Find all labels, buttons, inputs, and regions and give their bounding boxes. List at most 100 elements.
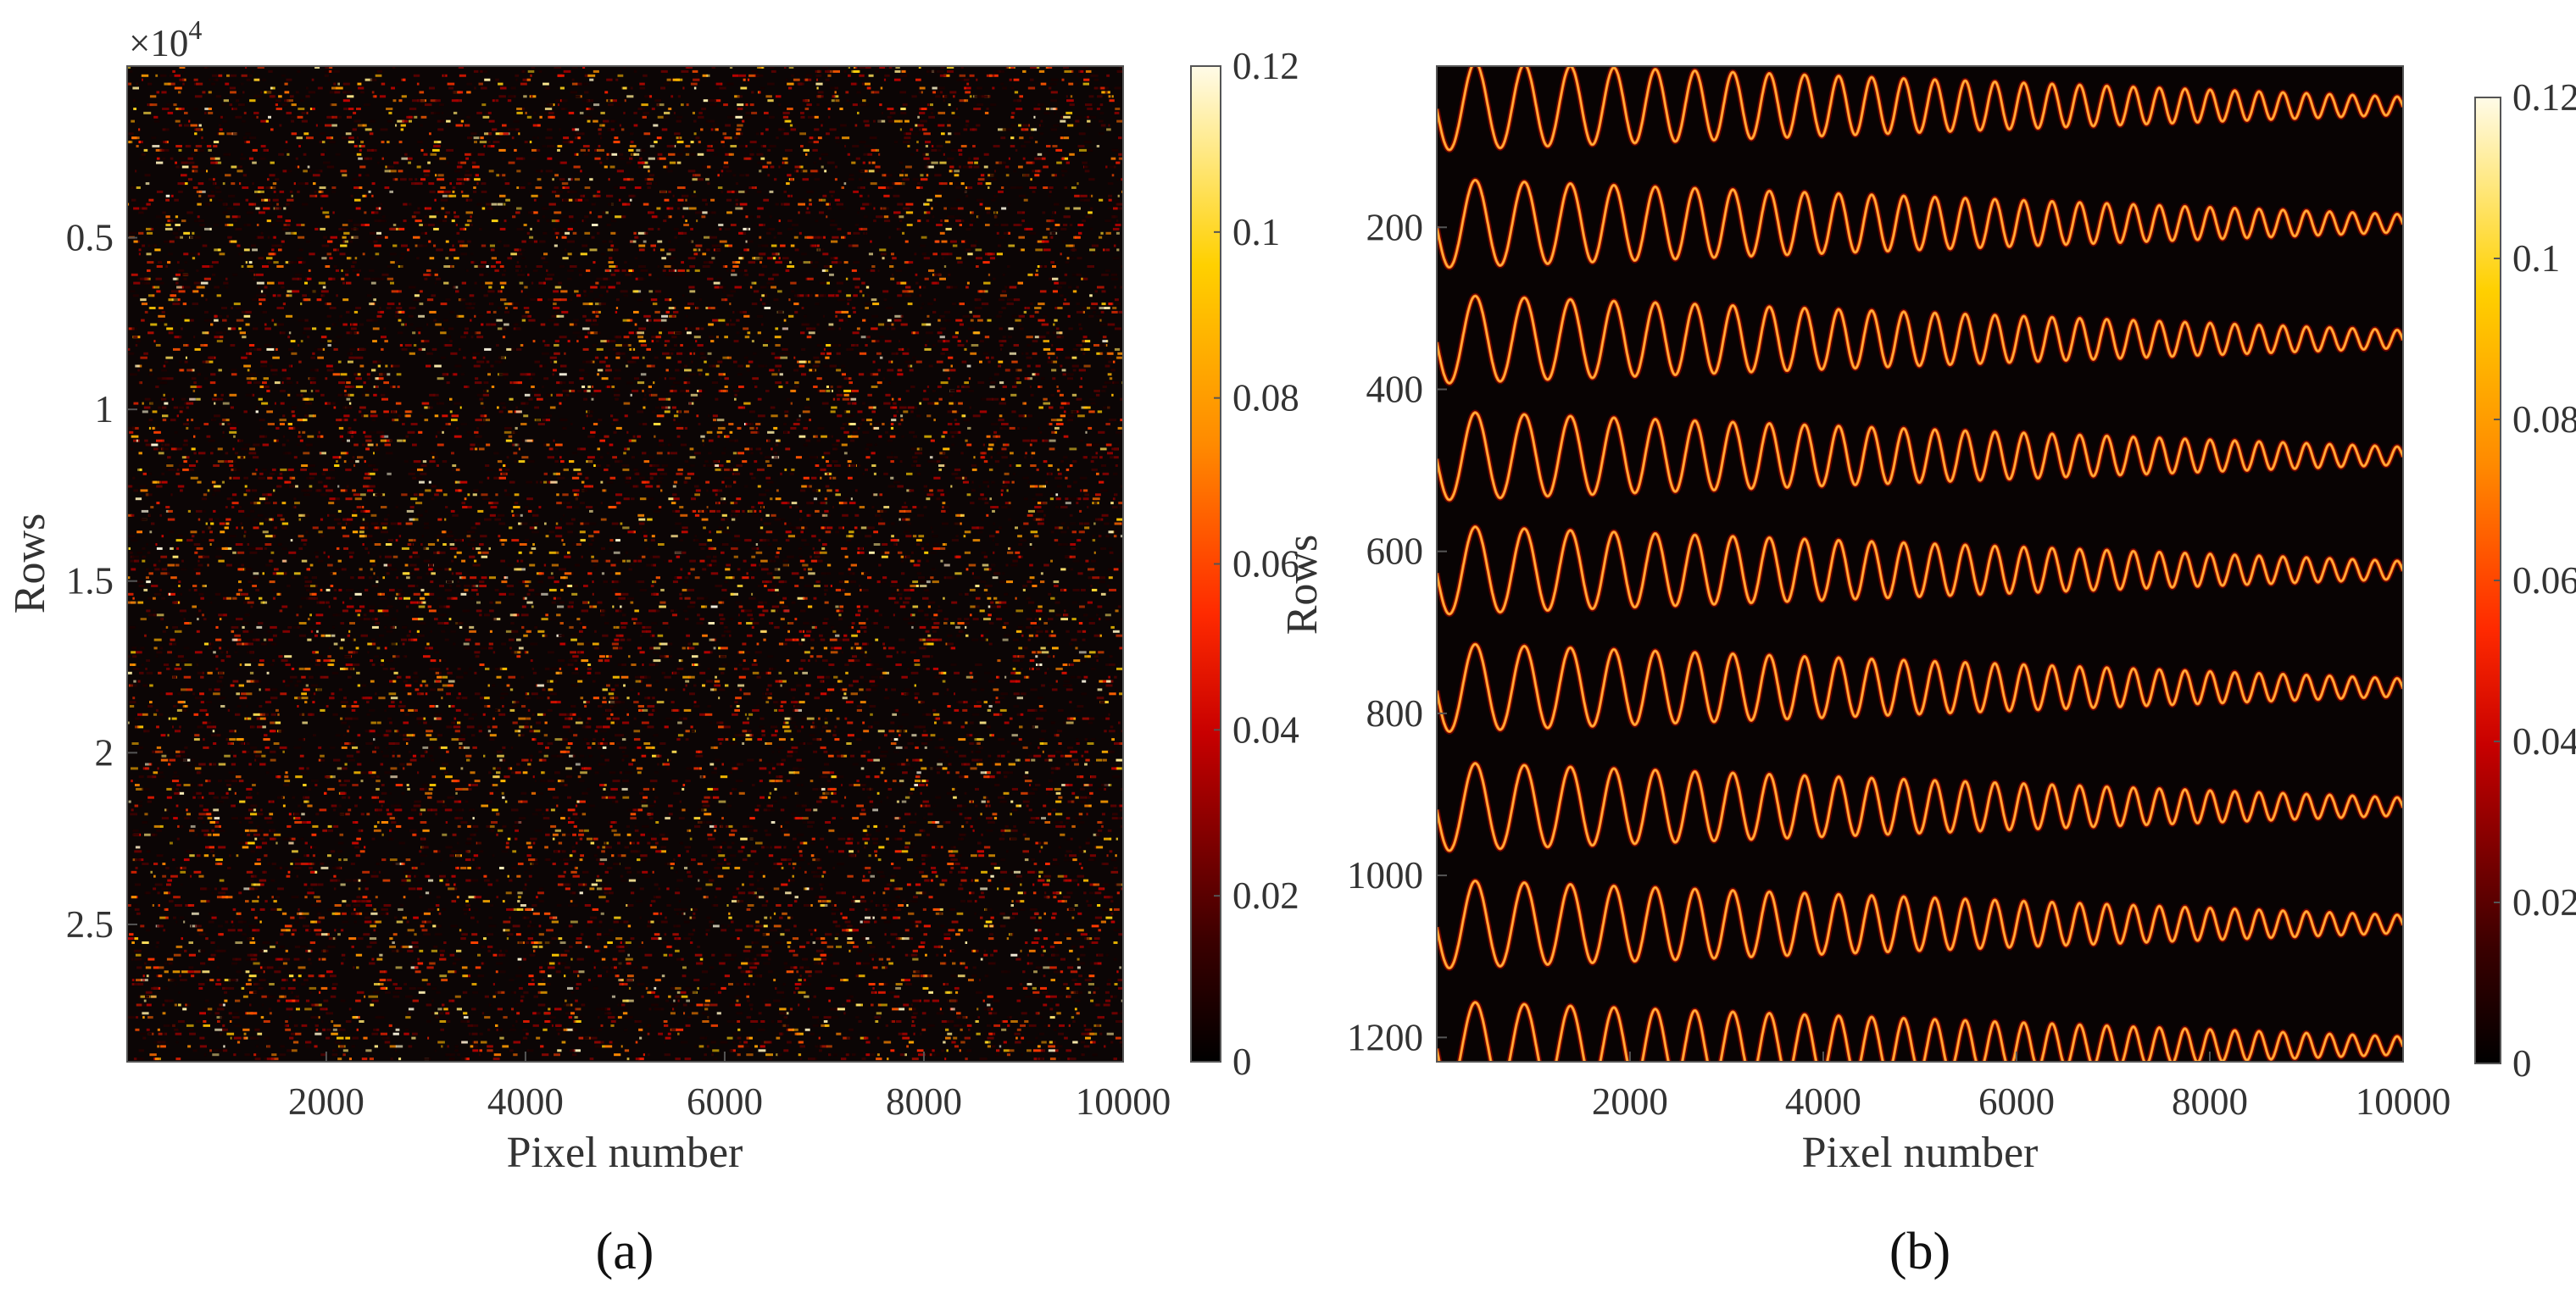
texture-speck: [798, 435, 806, 438]
texture-speck: [771, 253, 779, 256]
texture-speck: [940, 219, 943, 223]
texture-speck: [1121, 178, 1123, 181]
texture-speck: [1088, 211, 1093, 214]
texture-speck: [945, 227, 952, 230]
texture-speck: [414, 182, 420, 186]
texture-speck: [563, 397, 567, 401]
texture-speck: [760, 323, 764, 326]
texture-speck: [202, 91, 206, 94]
texture-speck: [952, 115, 960, 119]
texture-speck: [161, 406, 167, 409]
texture-speck: [516, 169, 521, 173]
texture-speck: [737, 364, 743, 368]
texture-speck: [996, 231, 999, 235]
texture-speck: [954, 132, 961, 136]
texture-speck: [835, 136, 840, 140]
texture-speck: [473, 364, 481, 368]
texture-speck: [649, 145, 655, 147]
texture-speck: [706, 148, 715, 152]
texture-speck: [152, 426, 154, 430]
texture-speck: [614, 269, 620, 272]
texture-speck: [184, 286, 191, 289]
texture-speck: [912, 356, 916, 359]
texture-speck: [133, 186, 137, 189]
texture-speck: [1083, 141, 1092, 144]
texture-speck: [644, 95, 651, 98]
texture-speck: [977, 290, 986, 293]
texture-speck: [615, 231, 619, 235]
texture-speck: [1104, 364, 1110, 368]
texture-speck: [368, 240, 372, 243]
texture-speck: [252, 298, 259, 302]
texture-speck: [692, 174, 696, 177]
texture-speck: [252, 148, 258, 152]
texture-speck: [502, 373, 509, 376]
texture-speck: [286, 203, 290, 206]
texture-speck: [885, 186, 893, 189]
texture-speck: [503, 327, 506, 330]
texture-speck: [496, 344, 499, 347]
texture-speck: [568, 178, 571, 181]
texture-speck: [418, 347, 422, 351]
texture-speck: [341, 136, 349, 140]
texture-speck: [724, 386, 728, 388]
texture-speck: [337, 248, 339, 252]
texture-speck: [559, 364, 567, 368]
texture-speck: [315, 169, 320, 173]
texture-speck: [689, 182, 692, 186]
texture-speck: [771, 244, 777, 247]
texture-speck: [495, 132, 503, 136]
texture-speck: [575, 198, 583, 202]
texture-speck: [411, 182, 415, 186]
texture-speck: [565, 248, 567, 252]
texture-speck: [587, 74, 596, 77]
texture-speck: [407, 248, 410, 252]
texture-speck: [1037, 153, 1043, 156]
texture-speck: [725, 124, 731, 127]
texture-speck: [887, 108, 894, 110]
texture-speck: [670, 95, 674, 98]
texture-speck: [350, 194, 353, 197]
texture-speck: [965, 227, 971, 230]
texture-speck: [697, 344, 704, 347]
texture-speck: [674, 132, 681, 136]
texture-speck: [413, 211, 420, 214]
panel-a: 2000 4000 6000 8000 10000 0.511.522.5 ×104 P…: [6, 14, 1299, 1280]
texture-speck: [498, 148, 506, 152]
texture-speck: [302, 261, 306, 264]
texture-speck: [834, 91, 837, 94]
texture-speck: [633, 111, 637, 114]
texture-speck: [653, 381, 655, 385]
texture-speck: [937, 124, 945, 127]
texture-speck: [644, 377, 648, 380]
texture-speck: [989, 257, 995, 260]
texture-speck: [949, 169, 952, 173]
texture-speck: [515, 74, 520, 77]
texture-speck: [580, 148, 586, 152]
texture-speck: [1074, 236, 1081, 239]
texture-speck: [682, 215, 685, 219]
texture-speck: [1049, 406, 1054, 409]
texture-speck: [194, 426, 201, 430]
texture-speck: [204, 310, 209, 314]
texture-speck: [1040, 119, 1043, 123]
texture-speck: [414, 178, 418, 181]
texture-speck: [155, 74, 159, 77]
texture-speck: [1084, 340, 1091, 343]
texture-speck: [222, 211, 228, 214]
texture-speck: [309, 194, 316, 197]
texture-speck: [945, 141, 951, 144]
texture-speck: [991, 178, 997, 181]
texture-speck: [243, 314, 251, 318]
texture-speck: [1116, 219, 1119, 223]
texture-speck: [266, 203, 272, 206]
texture-speck: [634, 186, 642, 189]
texture-speck: [402, 423, 405, 425]
texture-speck: [867, 153, 873, 156]
texture-speck: [762, 303, 766, 306]
texture-speck: [149, 95, 157, 98]
texture-speck: [888, 360, 893, 364]
texture-speck: [926, 340, 930, 343]
texture-speck: [842, 136, 850, 140]
texture-speck: [429, 257, 435, 260]
